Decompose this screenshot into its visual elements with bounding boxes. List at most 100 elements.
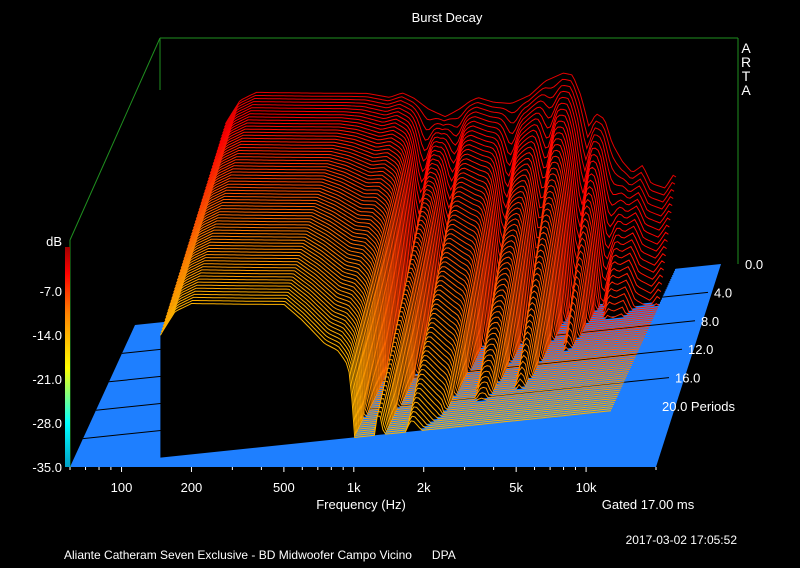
- brand-letter: T: [742, 68, 751, 84]
- decay-slice: [184, 223, 636, 385]
- decay-slice-fill: [160, 303, 611, 458]
- decay-slice: [206, 153, 658, 320]
- decay-slice: [196, 183, 648, 358]
- decay-slice: [170, 269, 622, 415]
- x-tick-label: 500: [273, 480, 295, 495]
- decay-slice: [217, 116, 669, 245]
- decay-slice: [191, 202, 643, 370]
- decay-slice: [186, 217, 638, 380]
- decay-slice: [193, 192, 645, 364]
- x-axis-label: Frequency (Hz): [316, 497, 406, 512]
- decay-slice: [189, 208, 641, 374]
- depth-tick-label: 0.0: [745, 257, 763, 272]
- z-axis-ticks: -7.0 -14.0 -21.0 -28.0 -35.0: [32, 284, 62, 475]
- colorbar: [65, 247, 70, 467]
- decay-slice: [183, 226, 635, 387]
- chart-title: Burst Decay: [412, 10, 483, 25]
- decay-slice: [174, 257, 626, 407]
- decay-slice: [212, 131, 665, 292]
- decay-slice: [195, 186, 647, 360]
- decay-slice: [207, 147, 660, 316]
- gated-label: Gated 17.00 ms: [602, 497, 695, 512]
- decay-slice: [224, 72, 677, 189]
- decay-slice: [173, 260, 625, 409]
- x-tick-label: 5k: [509, 480, 523, 495]
- x-tick-label: 10k: [576, 480, 597, 495]
- decay-slice: [159, 303, 612, 438]
- decay-slice: [162, 293, 614, 432]
- decay-slice: [194, 189, 646, 362]
- decay-slice: [175, 251, 628, 403]
- decay-slice: [209, 140, 662, 309]
- decay-slice: [167, 278, 619, 422]
- decay-slice: [200, 171, 652, 349]
- decay-slice: [179, 238, 631, 395]
- decay-slice: [210, 137, 663, 307]
- decay-slice: [215, 122, 667, 260]
- x-tick-label: 100: [111, 480, 133, 495]
- depth-tick-label: 8.0: [701, 314, 719, 329]
- decay-slice: [197, 180, 649, 356]
- decay-slice: [177, 244, 629, 399]
- z-tick-label: -21.0: [32, 372, 62, 387]
- waterfall-slices: [159, 72, 677, 458]
- decay-slice: [211, 134, 664, 303]
- decay-slice: [175, 254, 627, 405]
- depth-tick-label: 12.0: [688, 342, 713, 357]
- x-tick-label: 1k: [347, 480, 361, 495]
- decay-slice: [168, 275, 620, 420]
- decay-slice: [169, 272, 621, 418]
- decay-slice: [188, 211, 640, 376]
- decay-slice: [221, 96, 673, 217]
- decay-slice: [222, 90, 674, 210]
- decay-slice: [205, 156, 657, 328]
- decay-slice: [199, 174, 651, 351]
- decay-slice: [204, 159, 656, 339]
- z-tick-label: -7.0: [40, 284, 62, 299]
- x-tick-label: 200: [181, 480, 203, 495]
- z-tick-label: -14.0: [32, 328, 62, 343]
- depth-tick-label: 20.0 Periods: [662, 399, 735, 414]
- depth-tick-label: 4.0: [714, 285, 732, 300]
- decay-slice: [187, 214, 639, 378]
- decay-slice: [166, 281, 618, 424]
- brand-letter: A: [741, 40, 751, 56]
- decay-slice: [172, 263, 624, 411]
- x-axis-ticks: 100 200 500 1k 2k 5k 10k: [69, 467, 657, 495]
- decay-slice: [216, 119, 668, 252]
- decay-slice: [218, 113, 670, 238]
- decay-slice: [180, 235, 632, 393]
- caption: Aliante Catheram Seven Exclusive - BD Mi…: [64, 548, 456, 562]
- decay-slice: [208, 143, 661, 315]
- z-tick-label: -28.0: [32, 416, 62, 431]
- decay-slice: [191, 199, 644, 368]
- decay-slice: [223, 84, 675, 203]
- decay-slice: [181, 232, 633, 391]
- decay-slice: [160, 300, 612, 436]
- brand-letter: A: [741, 82, 751, 98]
- decay-slice: [214, 125, 666, 271]
- decay-slice: [219, 108, 671, 231]
- timestamp: 2017-03-02 17:05:52: [626, 533, 738, 547]
- decay-slice: [178, 241, 630, 397]
- depth-tick-label: 16.0: [675, 371, 700, 386]
- decay-slice: [207, 150, 659, 318]
- x-tick-label: 2k: [417, 480, 431, 495]
- decay-slice: [198, 177, 650, 353]
- decay-slice: [185, 220, 637, 383]
- decay-slice: [176, 248, 628, 401]
- decay-slice: [163, 290, 615, 430]
- decay-slice: [201, 168, 653, 347]
- decay-slice: [161, 296, 613, 434]
- decay-slice: [190, 205, 642, 372]
- decay-slice: [213, 128, 666, 282]
- decay-slice: [164, 287, 616, 428]
- decay-slice: [220, 102, 672, 224]
- decay-slice: [202, 165, 654, 345]
- decay-slice: [224, 78, 676, 196]
- decay-slice: [171, 266, 623, 413]
- decay-slice: [192, 195, 645, 366]
- depth-axis-ticks: 0.0 4.0 8.0 12.0 16.0 20.0 Periods: [662, 257, 763, 414]
